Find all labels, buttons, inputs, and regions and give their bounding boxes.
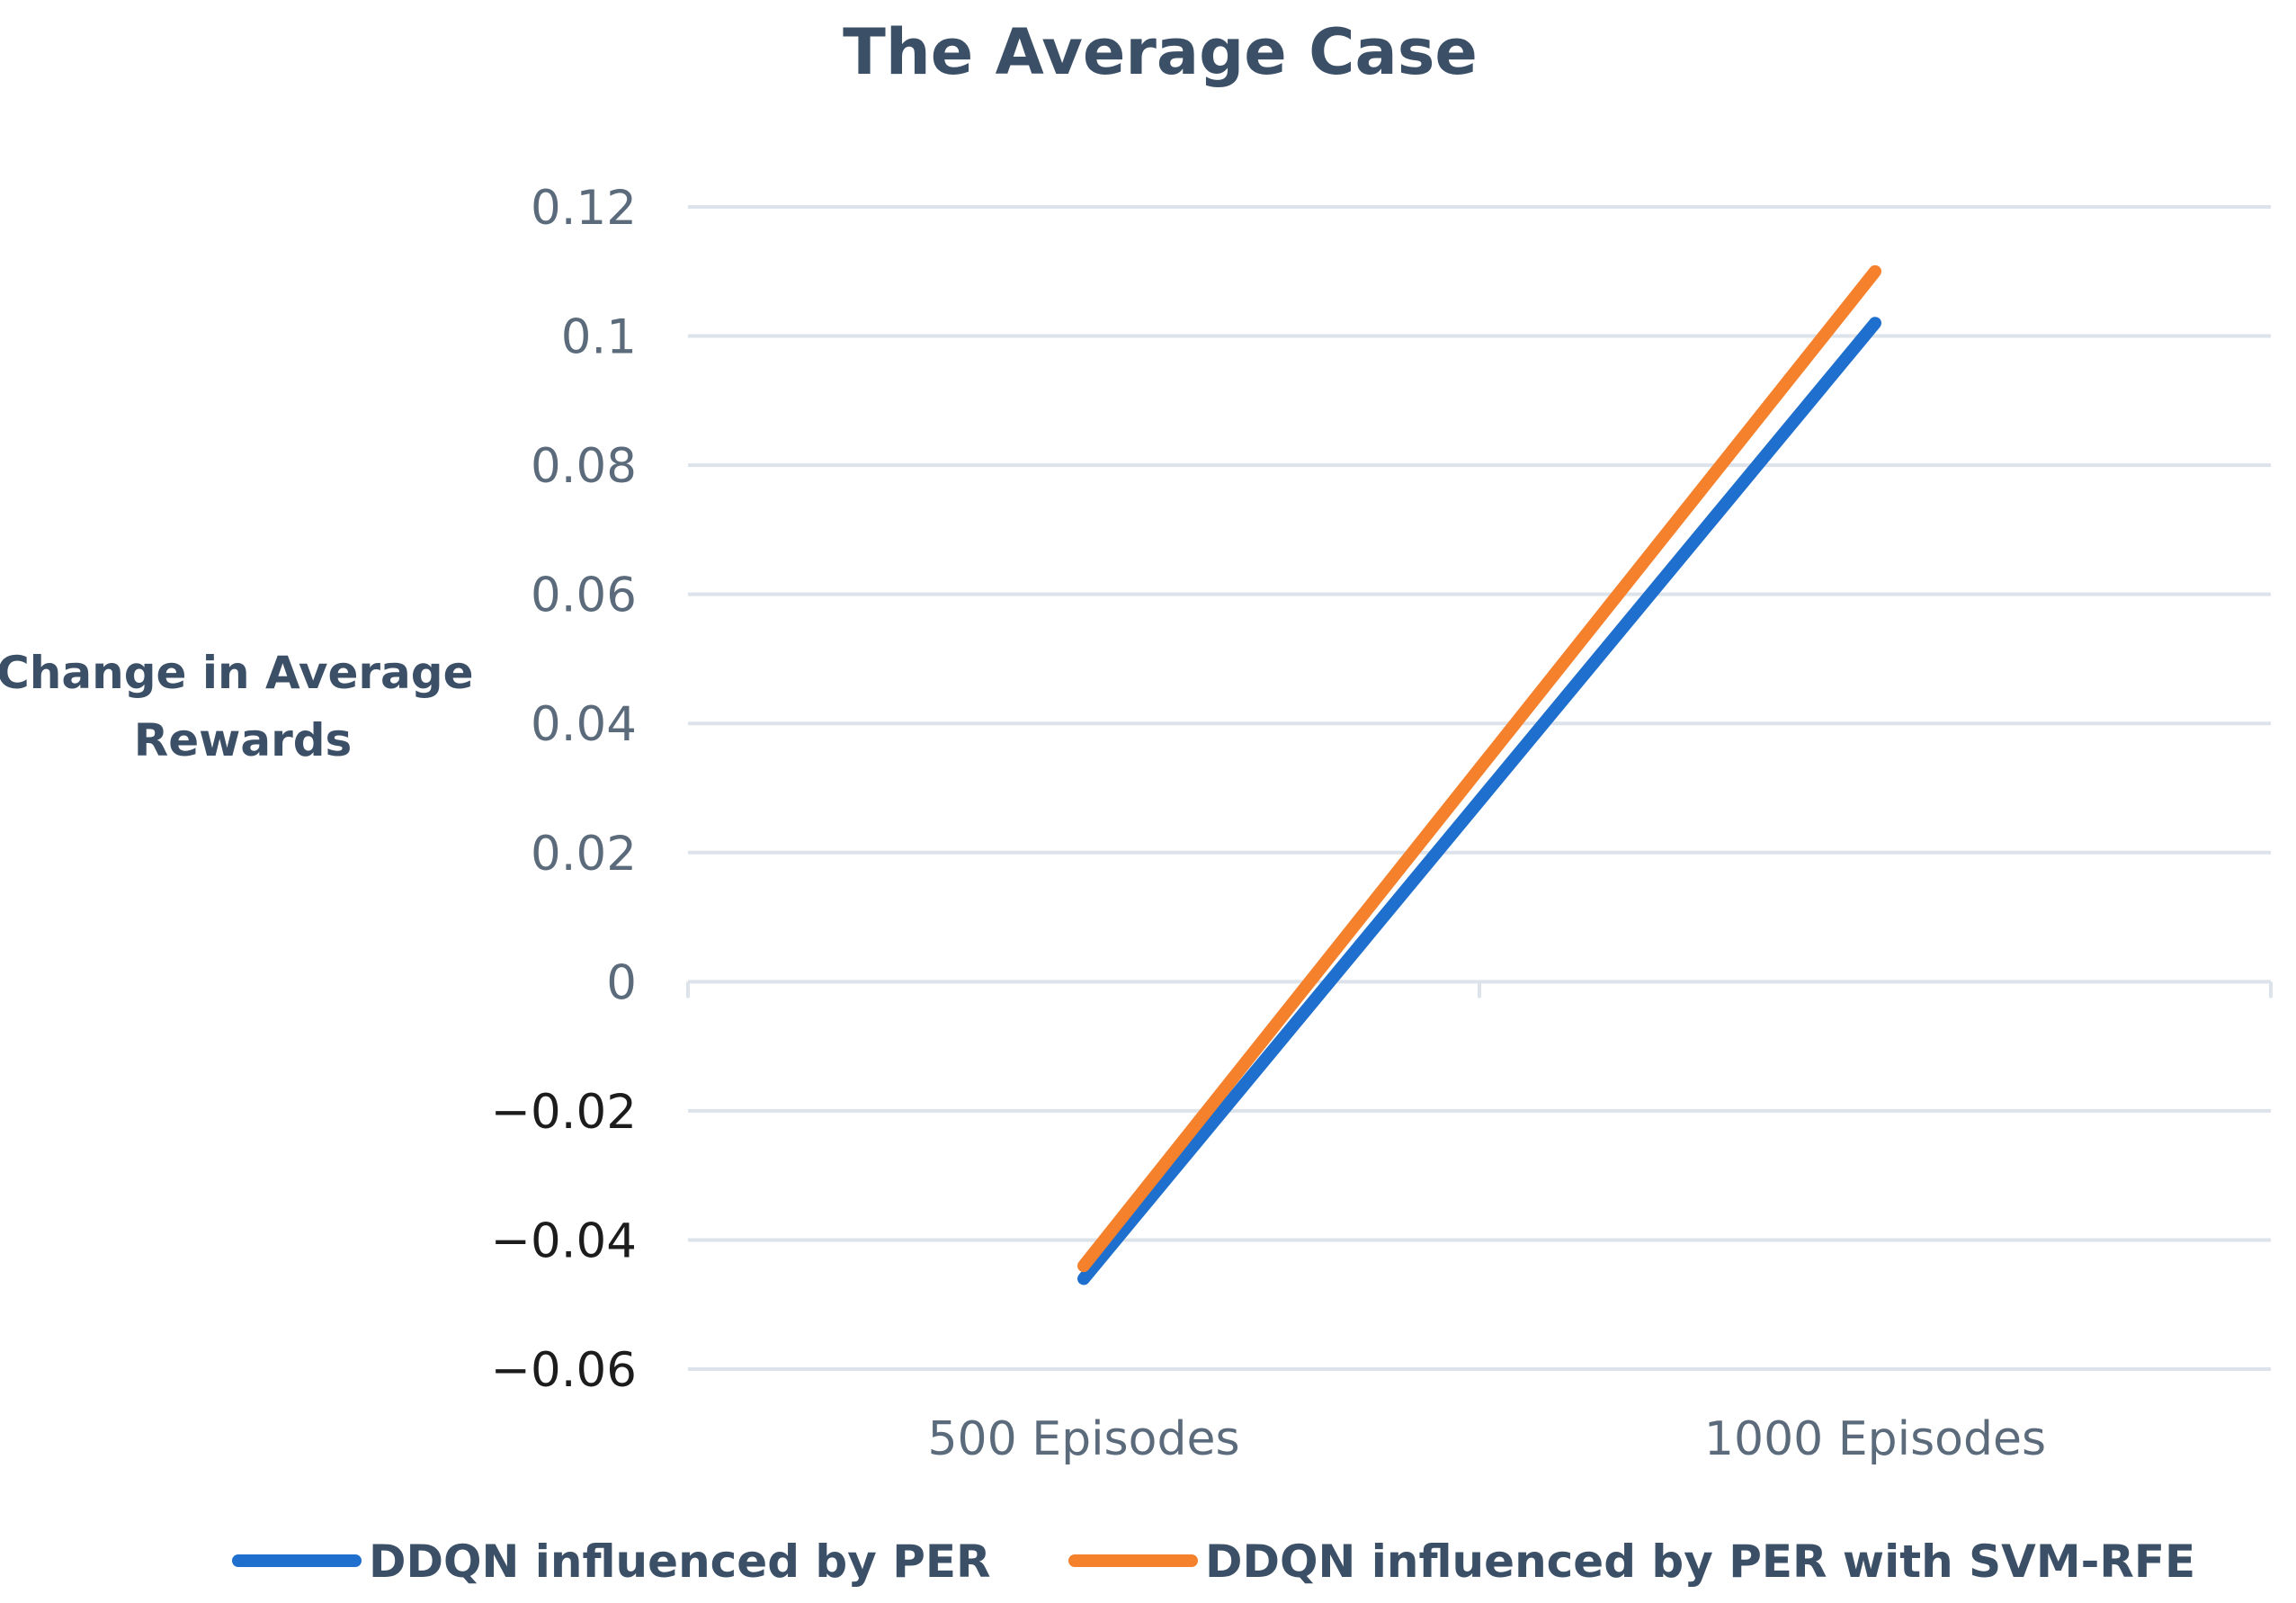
y-tick-label: −0.06: [491, 1343, 637, 1398]
legend: DDQN influenced by PER DDQN influenced b…: [232, 1536, 2195, 1588]
y-tick-label: −0.02: [491, 1085, 637, 1140]
y-tick-label: 0.08: [531, 439, 637, 494]
legend-label-ddqn-per-svm-rfe: DDQN influenced by PER with SVM-RFE: [1205, 1536, 2195, 1588]
y-tick-label: −0.04: [491, 1213, 637, 1268]
legend-item-ddqn-per-svm-rfe: DDQN influenced by PER with SVM-RFE: [1068, 1536, 2195, 1588]
x-tick-label: 500 Episodes: [927, 1412, 1239, 1466]
x-tick-label: 1000 Episodes: [1704, 1412, 2046, 1466]
y-tick-label: 0.02: [531, 827, 637, 882]
series-line-ddqn-per-svm-rfe: [1077, 264, 1881, 1273]
legend-item-ddqn-per: DDQN influenced by PER: [232, 1536, 991, 1588]
series-lines: [1077, 264, 1881, 1285]
chart-title: The Average Case: [843, 15, 1478, 89]
y-axis-label: Change in Average Rewards: [0, 647, 489, 766]
y-tick-label: 0.06: [531, 569, 637, 623]
y-axis-label-line-1: Change in Average: [0, 647, 473, 699]
gridlines: [688, 205, 2271, 1371]
y-tick-label: 0: [606, 955, 637, 1010]
y-tick-label: 0.1: [561, 310, 637, 365]
y-axis-label-line-2: Rewards: [134, 714, 353, 766]
legend-label-ddqn-per: DDQN influenced by PER: [369, 1536, 991, 1588]
series-line-ddqn-per: [1077, 317, 1881, 1285]
x-axis: [686, 980, 2273, 999]
x-axis-ticks: 500 Episodes 1000 Episodes: [927, 1412, 2046, 1466]
y-tick-label: 0.12: [531, 181, 637, 236]
y-tick-label: 0.04: [531, 697, 637, 752]
y-axis-ticks: 0.12 0.1 0.08 0.06 0.04 0.02 0 −0.02 −0.04 −0.06: [491, 181, 637, 1398]
